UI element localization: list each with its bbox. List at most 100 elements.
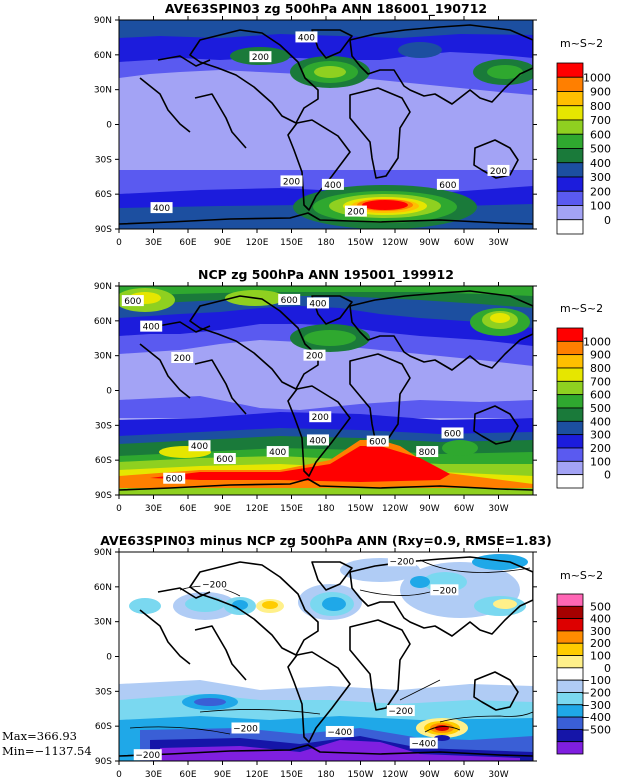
contour-label-box [249,51,272,63]
panel-2-map: 600 400 600 400 200 200 200 600 400 600 400 400 600 8… [119,286,533,495]
colorbar-label: 800 [590,100,611,113]
x-tick-label: 150W [347,504,373,514]
contour-label-box [306,297,329,309]
contour-label: 600 [216,455,233,465]
x-tick-label: 90E [214,238,231,248]
x-tick-label: 90W [419,504,439,514]
panel-2-title: NCP zg 500hPa ANN 195001_199912 [198,267,454,283]
panel-2-y-ticks: 90N 60N 30N 0 30S 60S 90S [94,282,537,501]
y-tick-label: 90N [94,548,112,558]
y-tick-label: 0 [106,653,112,663]
colorbar-swatch [556,642,584,656]
x-tick-label: 30W [488,238,508,248]
contour-label-box [387,555,416,567]
colorbar-label: 0 [604,662,611,675]
contour-label-box [325,725,354,737]
colorbar-swatch [556,618,584,632]
panel-2-units: m~S~2 [560,302,603,315]
contour-label-box [416,446,439,458]
panel-3-x-ticks: 0 30E 60E 90E 120E 150E 180 150W 120W 90W 60W 30W [116,548,509,780]
contour-label: 400 [269,448,286,458]
panel-2-x-ticks: 0 30E 60E 90E 120E 150E 180 150W 120W 90W 60W 30W [116,282,509,514]
contour-label: 600 [369,438,386,448]
colorbar-swatch [556,728,584,743]
colorbar-label: 100 [590,200,611,213]
panel-3-title: AVE63SPIN03 minus NCP zg 500hPa ANN (Rxy… [100,533,552,548]
contour-label-box [213,453,236,465]
contour-label: −200 [135,751,160,761]
contour-label: −400 [327,728,352,738]
contour-label: 400 [298,33,315,43]
colorbar-label: 200 [590,185,611,198]
colorbar-swatch [556,630,584,644]
panel-1: AVE63SPIN03 zg 500hPa ANN 186001_190712 [94,1,611,248]
contour-label-box [231,722,260,734]
x-tick-label: 120W [382,504,408,514]
y-tick-label: 30N [94,86,112,96]
contour-label: −200 [390,557,415,567]
contour-label: 600 [166,475,183,485]
contour-label: 400 [153,204,170,214]
colorbar-swatch [556,76,584,92]
x-tick-label: 60W [454,504,474,514]
colorbar-label: −100 [581,674,611,687]
contour-label-box [140,320,163,332]
colorbar-swatch [556,434,584,449]
contour-label: 200 [490,167,507,177]
y-tick-label: 90N [94,282,112,292]
x-tick-label: 30E [145,770,162,780]
colorbar-label: 300 [590,171,611,184]
y-tick-label: 30S [95,687,112,697]
contour-label-box [436,178,459,190]
x-tick-label: 120W [382,238,408,248]
contour-label: 600 [439,181,456,191]
x-tick-label: 30W [488,770,508,780]
colorbar-label: 900 [590,349,611,362]
y-tick-label: 60S [95,722,112,732]
x-tick-label: 0 [116,238,122,248]
colorbar-label: 500 [590,402,611,415]
colorbar-swatch [556,394,584,409]
colorbar-label: 700 [590,375,611,388]
colorbar-label: 700 [590,114,611,127]
contour-label-box [430,584,459,596]
y-tick-label: 90S [95,491,112,501]
x-tick-label: 150W [347,238,373,248]
contour-label-box [150,202,173,214]
colorbar-swatch [556,716,584,730]
contour-label-box [303,349,326,361]
contour-label: 200 [174,354,191,364]
x-tick-label: 30E [145,504,162,514]
x-tick-label: 0 [116,504,122,514]
colorbar-label: −300 [581,699,611,712]
panel-1-units: m~S~2 [560,37,603,50]
colorbar-swatch [556,593,584,607]
colorbar-swatch [556,420,584,436]
x-tick-label: 150E [280,770,303,780]
contour-label: 800 [419,448,436,458]
y-tick-label: 30S [95,421,112,431]
panel-2: NCP zg 500hPa ANN 195001_199912 [94,267,611,514]
colorbar-swatch [556,62,584,78]
contour-label-box [344,205,367,217]
colorbar-label: −200 [581,686,611,699]
contour-label-box [441,427,464,439]
colorbar-swatch [556,148,584,164]
colorbar-swatch [556,741,584,755]
x-tick-label: 90W [419,238,439,248]
max-value-label: Max=366.93 [2,729,77,743]
colorbar-swatch [556,704,584,718]
colorbar-label: 100 [590,650,611,663]
colorbar-label: 300 [590,429,611,442]
colorbar-label: 500 [590,143,611,156]
colorbar-label: −400 [581,711,611,724]
colorbar-swatch [556,679,584,693]
colorbar-label: 400 [590,415,611,428]
x-tick-label: 90W [419,770,439,780]
colorbar-label: 500 [590,600,611,613]
colorbar-label: 200 [590,442,611,455]
contour-label-box [163,472,186,484]
